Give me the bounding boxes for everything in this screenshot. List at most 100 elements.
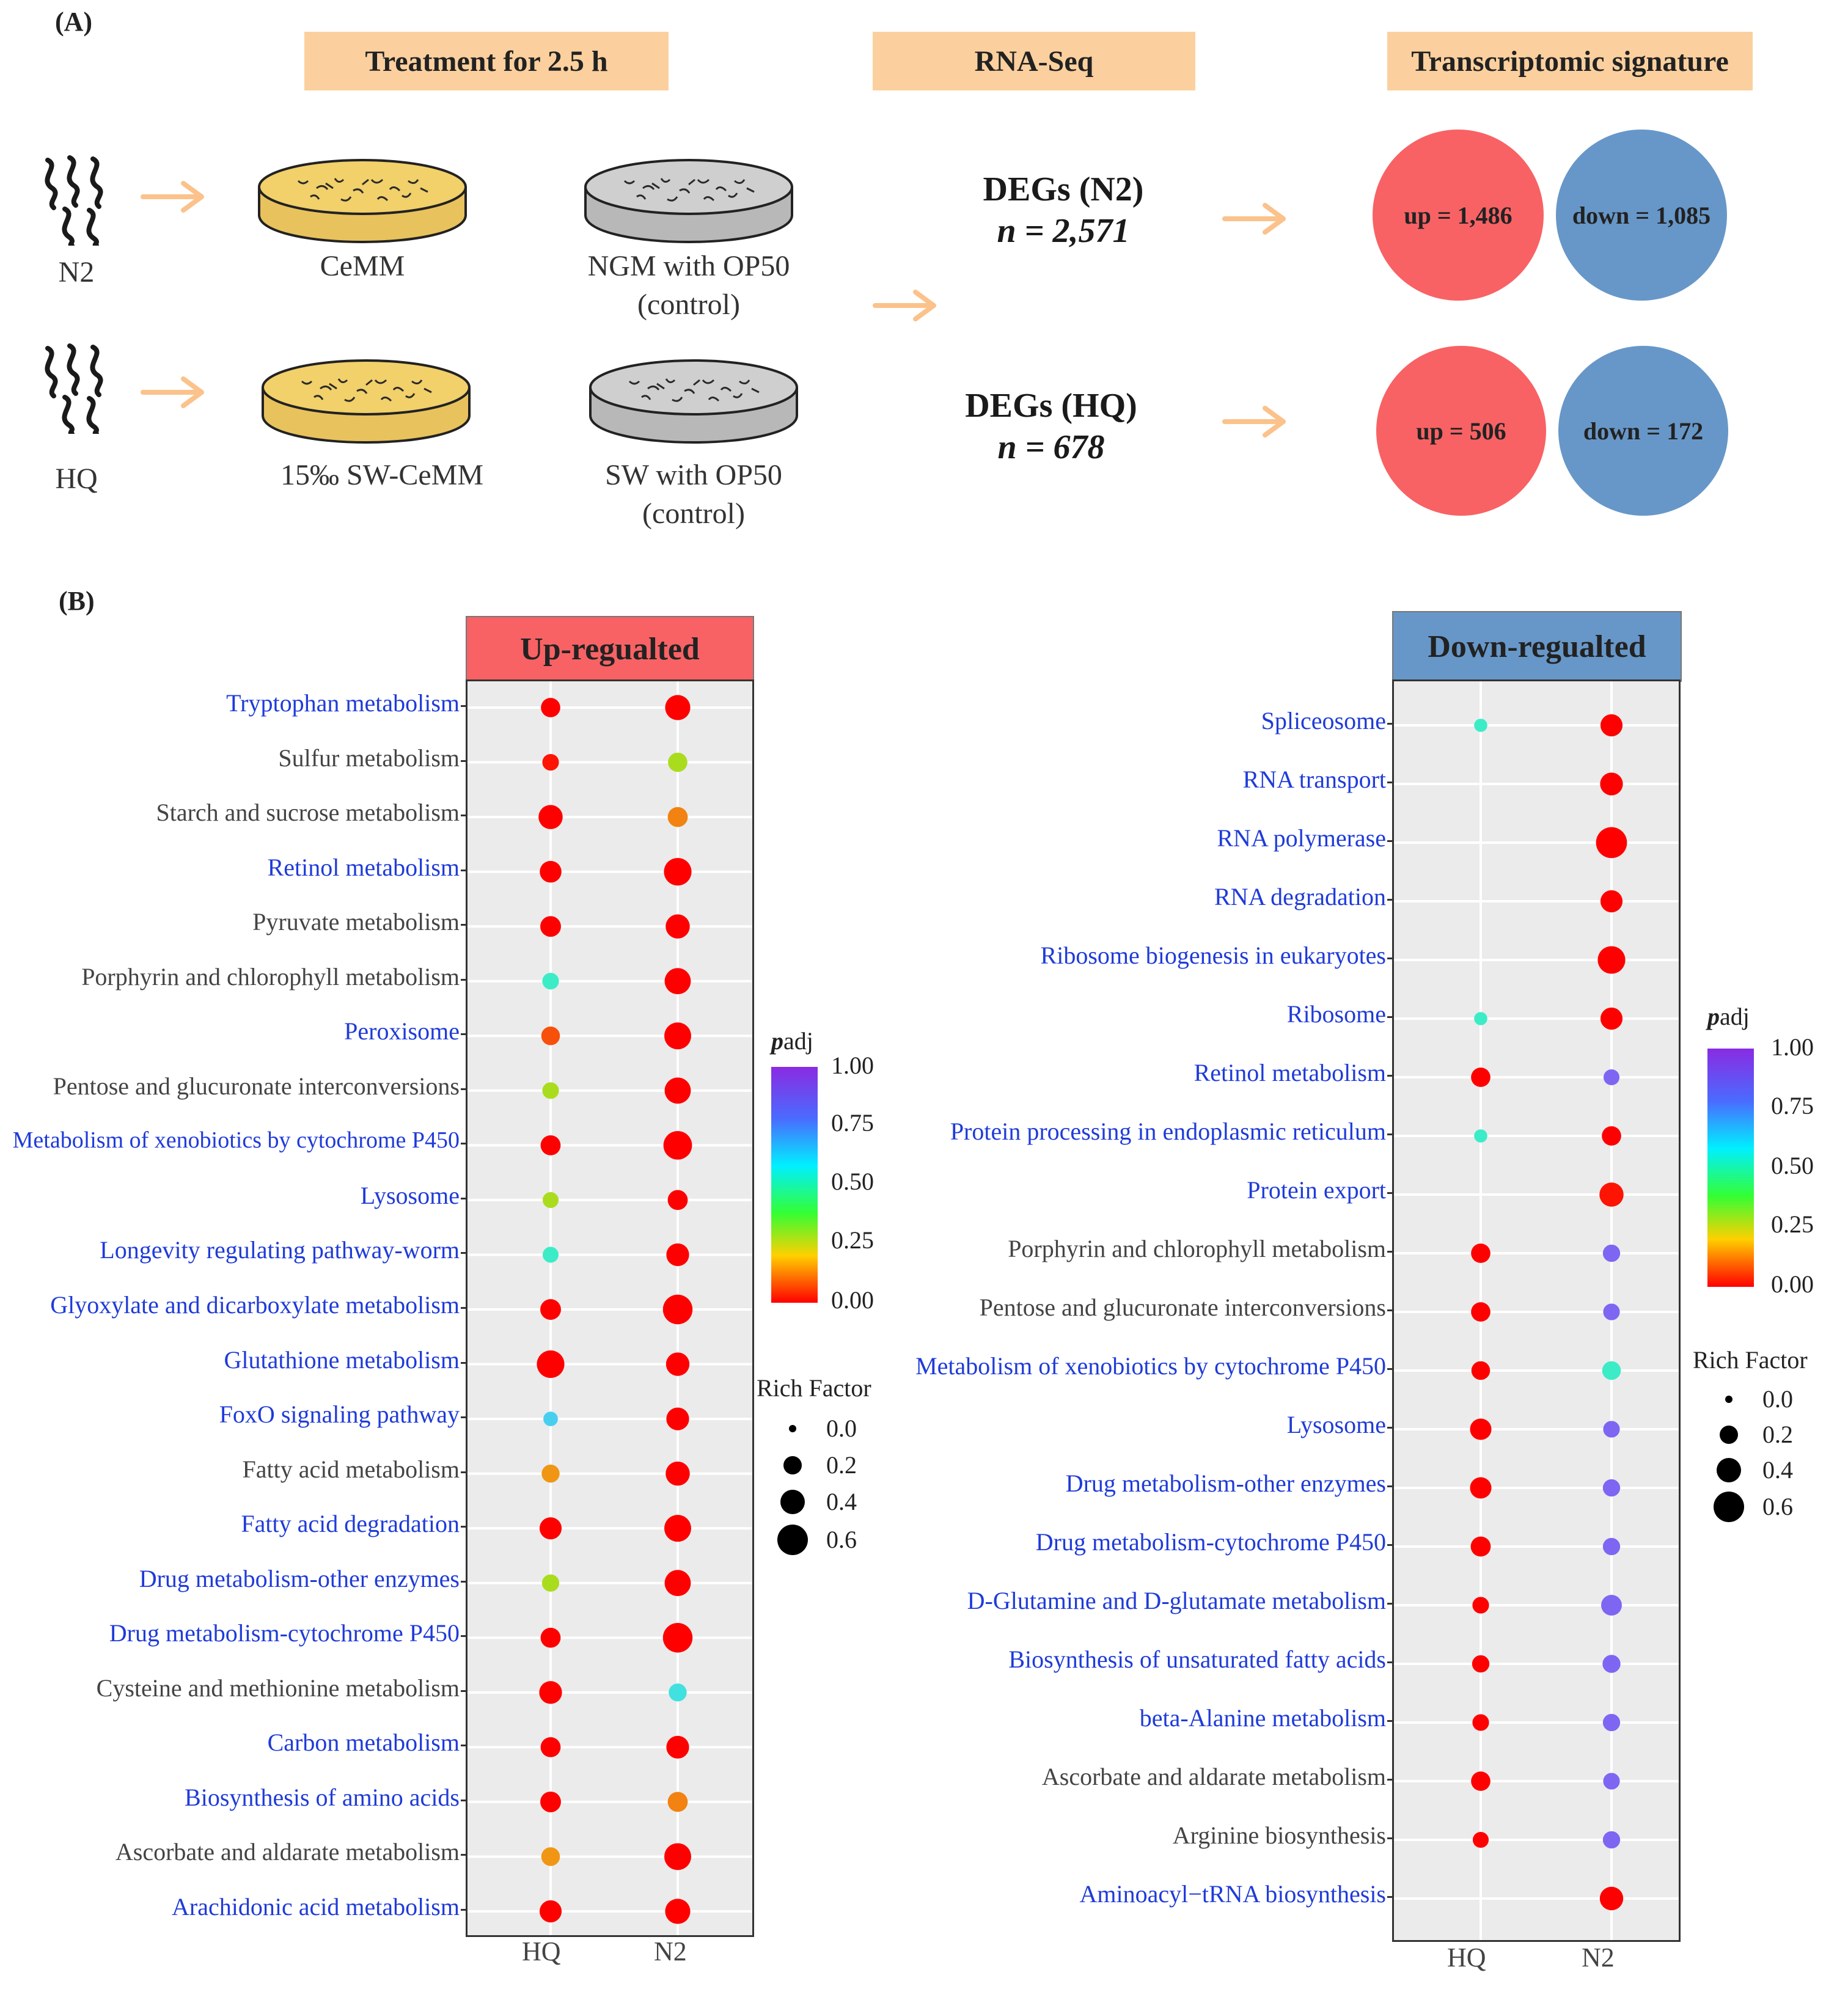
down-ytick-6 [1387,1075,1392,1077]
down-dot-hq-11 [1471,1361,1491,1380]
up-legend-size-dot-06 [777,1525,808,1555]
up-ytick-9 [461,1197,466,1199]
up-dot-n2-21 [664,1843,691,1870]
down-dot-n2-4 [1597,946,1626,974]
up-ylabel-12: Glutathione metabolism [224,1346,460,1374]
up-ylabel-21: Ascorbate and aldarate metabolism [115,1838,460,1866]
down-chart-y-labels: Spliceosome RNA transport RNA polymerase RN… [915,707,1386,1906]
up-dot-hq-1 [542,753,559,771]
down-dot-n2-5 [1600,1007,1623,1030]
down-ylabel-14: Drug metabolism-cytochrome P450 [1035,1528,1386,1556]
up-ylabel-7: Pentose and glucuronate interconversions [53,1072,460,1100]
up-legend-size-title: Rich Factor [757,1374,871,1402]
up-ylabel-6: Peroxisome [344,1017,460,1045]
down-ytick-18 [1387,1779,1392,1781]
up-ytick-17 [461,1635,466,1638]
up-ylabel-11: Glyoxylate and dicarboxylate metabolism [50,1291,460,1319]
up-ytick-4 [461,924,466,926]
down-chart-title: Down-regualted [1392,611,1682,682]
down-ylabel-0: Spliceosome [1261,707,1386,734]
down-dot-n2-15 [1601,1595,1622,1616]
down-dot-n2-9 [1602,1244,1621,1262]
down-ylabel-15: D-Glutamine and D-glutamate metabolism [967,1587,1386,1614]
up-dot-n2-13 [666,1407,689,1430]
down-legend-padj-title: padj [1707,1003,1750,1030]
down-ytick-2 [1387,840,1392,842]
up-chart-x-label-n2: N2 [654,1936,687,1966]
down-dot-n2-7 [1602,1126,1621,1146]
up-dot-hq-7 [542,1082,559,1099]
up-ylabel-0: Tryptophan metabolism [226,689,460,717]
down-legend-padj-title-text: adj [1720,1003,1750,1030]
down-ytick-8 [1387,1192,1392,1194]
down-dot-n2-16 [1602,1655,1621,1673]
up-ylabel-13: FoxO signaling pathway [219,1401,460,1429]
up-dot-n2-2 [667,807,688,827]
degs-n2-count: n = 2,571 [997,212,1130,251]
up-legend-padj-title-text: adj [783,1027,813,1055]
up-chart-plot-area [466,679,754,1937]
up-dot-hq-3 [540,860,562,883]
arrow-hq-to-dish-icon [141,376,204,408]
down-ytick-1 [1387,782,1392,783]
down-legend-colorbar [1707,1049,1754,1287]
up-ylabel-20: Biosynthesis of amino acids [185,1783,460,1811]
down-ylabel-16: Biosynthesis of unsaturated fatty acids [1008,1646,1386,1673]
down-ylabel-11: Metabolism of xenobiotics by cytochrome … [915,1352,1386,1380]
dish-sw-label-line1: SW with OP50 [605,459,782,491]
up-legend-tick-075: 0.75 [831,1109,874,1137]
down-legend-size-title: Rich Factor [1693,1346,1808,1374]
up-dot-hq-0 [541,698,560,717]
up-legend-size-06: 0.6 [826,1526,857,1553]
down-dot-n2-1 [1600,772,1623,796]
n2-down-circle: down = 1,085 [1556,130,1727,301]
down-ytick-14 [1387,1544,1392,1546]
up-dot-n2-20 [667,1792,688,1812]
hq-up-circle: up = 506 [1376,346,1546,516]
down-dot-n2-20 [1599,1886,1624,1911]
up-ylabel-2: Starch and sucrose metabolism [156,799,460,827]
down-dot-hq-5 [1474,1012,1487,1025]
down-legend-size-00: 0.0 [1762,1385,1793,1413]
up-dot-n2-10 [666,1243,689,1267]
up-chart-y-labels: Tryptophan metabolism Sulfur metabolism St… [0,0,460,2003]
down-dot-hq-9 [1471,1243,1491,1263]
degs-hq-title: DEGs (HQ) [965,387,1137,425]
up-ytick-16 [461,1580,466,1583]
up-ylabel-15: Fatty acid degradation [241,1510,460,1538]
down-dot-n2-13 [1602,1479,1621,1497]
down-dot-hq-19 [1472,1831,1489,1848]
up-ytick-12 [461,1361,466,1364]
dish-sw-cemm-label: 15‰ SW-CeMM [280,459,483,491]
down-dot-n2-2 [1596,827,1627,859]
up-dot-n2-4 [666,914,690,939]
down-ylabel-2: RNA polymerase [1217,824,1386,852]
up-ytick-19 [461,1745,466,1747]
dish-sw-icon [589,359,798,444]
up-ytick-2 [461,815,466,817]
dish-ngm-label-line2: (control) [637,288,740,321]
up-dot-hq-16 [541,1574,560,1592]
down-dot-hq-13 [1470,1477,1492,1499]
up-ytick-13 [461,1416,466,1419]
down-dot-n2-8 [1599,1182,1624,1207]
down-ylabel-13: Drug metabolism-other enzymes [1065,1470,1386,1497]
down-ytick-3 [1387,899,1392,901]
up-dot-n2-16 [664,1570,691,1597]
up-ylabel-5: Porphyrin and chlorophyll metabolism [81,962,460,991]
up-dot-n2-12 [666,1352,690,1376]
up-ytick-5 [461,978,466,981]
n2-up-circle: up = 1,486 [1373,130,1544,301]
up-ylabel-18: Cysteine and methionine metabolism [96,1674,460,1702]
down-ylabel-10: Pentose and glucuronate interconversions [979,1294,1386,1321]
down-ytick-10 [1387,1309,1392,1311]
down-dot-n2-14 [1602,1537,1621,1556]
down-ylabel-9: Porphyrin and chlorophyll metabolism [1008,1235,1386,1262]
down-ylabel-12: Lysosome [1286,1411,1386,1438]
signature-header: Transcriptomic signature [1387,32,1753,90]
up-legend-padj-title: padj [771,1027,813,1055]
down-ylabel-17: beta-Alanine metabolism [1139,1704,1386,1732]
up-ytick-21 [461,1854,466,1856]
down-ytick-13 [1387,1485,1392,1487]
up-dot-hq-22 [539,1900,562,1923]
